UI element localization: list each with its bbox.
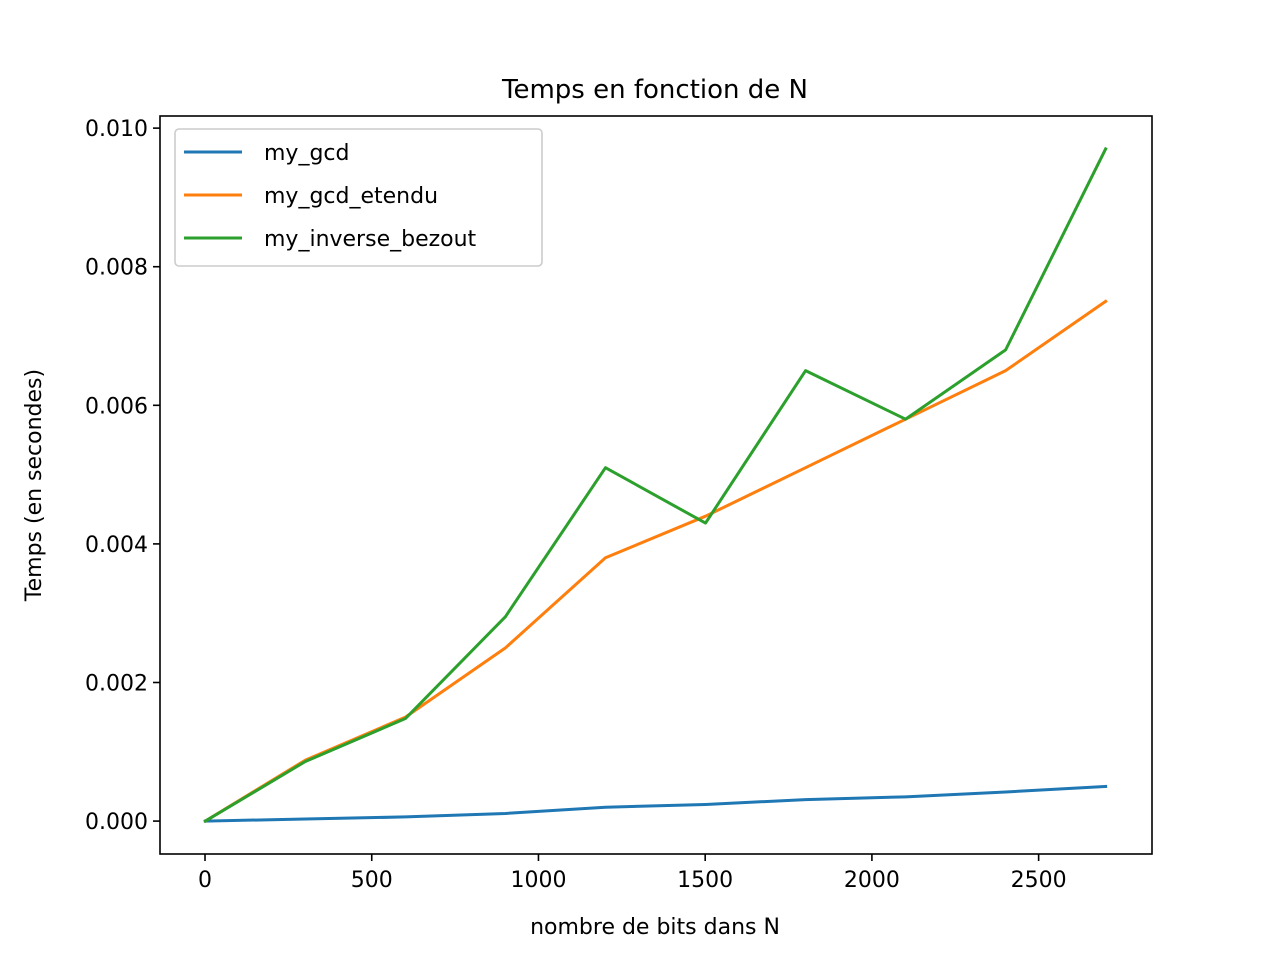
x-tick-label: 2500 <box>1011 868 1067 893</box>
x-tick-label: 2000 <box>844 868 900 893</box>
y-tick-label: 0.000 <box>85 810 148 835</box>
x-tick-label: 500 <box>351 868 393 893</box>
series-line-my-inverse-bezout <box>203 146 1108 824</box>
y-tick-label: 0.006 <box>85 394 148 419</box>
y-tick-label: 0.008 <box>85 256 148 281</box>
y-axis-label: Temps (en secondes) <box>22 369 47 602</box>
series-line-my-gcd <box>203 784 1108 823</box>
series-group <box>203 146 1108 824</box>
chart-title: Temps en fonction de N <box>501 75 808 105</box>
axes-group: 0 500 1000 1500 2000 2500 0.000 0.002 0.004 0.006… <box>85 115 1153 893</box>
y-tick-label: 0.010 <box>85 117 148 142</box>
y-tick-label: 0.002 <box>85 671 148 696</box>
x-tick-label: 1000 <box>510 868 566 893</box>
legend-label: my_gcd <box>264 141 349 166</box>
legend-label: my_inverse_bezout <box>264 227 477 252</box>
x-tick-label: 0 <box>198 868 212 893</box>
legend-box <box>174 128 543 267</box>
axes-frame <box>159 115 1153 855</box>
x-tick-label: 1500 <box>677 868 733 893</box>
legend-label: my_gcd_etendu <box>264 184 438 209</box>
legend: my_gcd my_gcd_etendu my_inverse_bezout <box>174 128 543 267</box>
y-tick-label: 0.004 <box>85 533 148 558</box>
x-axis-label: nombre de bits dans N <box>530 915 780 940</box>
